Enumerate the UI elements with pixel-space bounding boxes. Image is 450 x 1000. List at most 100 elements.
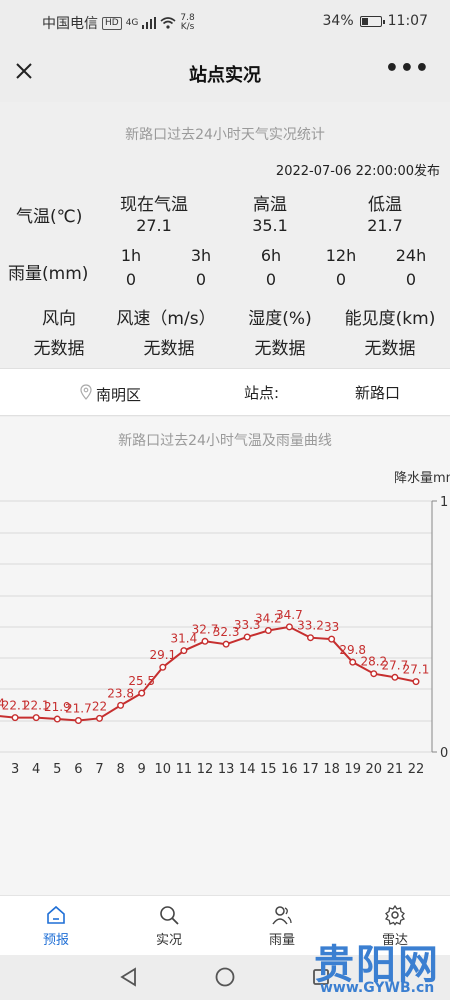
x-tick-label: 6	[74, 762, 82, 777]
users-icon	[272, 906, 292, 925]
rain-value-1h: 0	[125, 270, 137, 289]
temperature-data-label: 22.1	[2, 699, 29, 713]
temperature-data-label: 34.2	[255, 612, 282, 626]
tab-observation[interactable]: 实况	[139, 904, 199, 948]
x-tick-label: 18	[323, 762, 340, 777]
x-tick-label: 19	[344, 762, 361, 777]
temperature-data-label: 29.1	[149, 648, 176, 662]
temperature-data-label: 32.3	[213, 625, 240, 639]
temperature-data-label: 23.8	[107, 686, 134, 700]
temperature-point	[222, 640, 230, 648]
wifi-icon	[160, 17, 176, 29]
bottom-tab-bar: 预报 实况 雨量 雷达	[0, 895, 450, 955]
temp-value-low: 21.7	[367, 216, 403, 235]
temperature-point	[349, 658, 357, 666]
x-tick-label: 3	[11, 762, 19, 777]
recents-icon[interactable]	[310, 966, 332, 988]
temp-label: 气温(℃)	[16, 207, 83, 227]
temperature-point	[95, 714, 103, 722]
temperature-point	[138, 689, 146, 697]
x-tick-label: 14	[239, 762, 256, 777]
temperature-data-label: 22	[92, 699, 107, 713]
chart-canvas: 103 4 5 6 7 8 9 10 11 12 13 14 15 16 17 18 19 20 21 22422.1…	[0, 495, 448, 777]
x-tick-label: 22	[408, 762, 425, 777]
watermark-url: www.GYWB.cn	[320, 980, 435, 996]
x-tick-label: 15	[260, 762, 277, 777]
rain-value-24h: 0	[405, 270, 417, 289]
battery-icon	[359, 15, 385, 27]
nav-bar: 站点实况 •••	[0, 44, 450, 102]
temperature-point	[74, 717, 82, 725]
temperature-point	[180, 647, 188, 655]
temp-header-high: 高温	[253, 195, 287, 215]
rain-header-24h: 24h	[395, 246, 427, 265]
status-right: 34% 11:07	[323, 13, 428, 29]
search-icon	[160, 906, 179, 925]
back-icon[interactable]	[118, 966, 140, 988]
wind-direction-header: 风向	[42, 309, 76, 329]
rain-header-12h: 12h	[325, 246, 357, 265]
temperature-data-label: 28.2	[360, 655, 387, 669]
temperature-point	[201, 637, 209, 645]
stats-panel: 新路口过去24小时天气实况统计 2022-07-06 22:00:00发布 气温…	[0, 102, 450, 368]
hd-badge: HD	[102, 16, 122, 30]
temperature-data-label: 29.8	[339, 643, 366, 657]
carrier-name: 中国电信	[42, 16, 98, 32]
temperature-point	[243, 633, 251, 641]
site-watermark-logo: 贵阳网 www.GYWB.cn	[300, 932, 450, 1000]
rain-axis-tick-label: 0	[440, 746, 448, 761]
publish-time: 2022-07-06 22:00:00发布	[275, 164, 440, 179]
station-label: 站点:	[244, 384, 280, 402]
stats-title: 新路口过去24小时天气实况统计	[125, 127, 325, 143]
status-bar: 中国电信 HD 4G 7.8 K/s 34% 11:07	[0, 0, 450, 44]
close-icon[interactable]	[12, 59, 36, 83]
station-select[interactable]: 新路口	[355, 384, 401, 402]
rain-header-1h: 1h	[120, 246, 142, 265]
rain-header-3h: 3h	[190, 246, 212, 265]
tab-observation-label: 实况	[155, 933, 182, 948]
network-type: 4G	[125, 18, 139, 28]
rain-label: 雨量(mm)	[8, 264, 89, 284]
home-circle-icon[interactable]	[214, 966, 236, 988]
tab-radar-label: 雷达	[381, 933, 408, 948]
tab-forecast[interactable]: 预报	[26, 904, 86, 948]
location-pin-icon	[80, 384, 92, 400]
temperature-data-label: 25.5	[128, 674, 155, 688]
station-selector: 南明区 站点: 新路口	[0, 368, 450, 416]
network-speed: 7.8 K/s	[180, 13, 195, 32]
temperature-point	[307, 634, 315, 642]
temperature-point	[32, 714, 40, 722]
temperature-data-label: 27.1	[403, 663, 430, 677]
battery-percent: 34%	[322, 13, 354, 29]
visibility-header: 能见度(km)	[344, 309, 436, 329]
temperature-data-label: 4	[0, 696, 5, 710]
temperature-data-label: 33	[324, 620, 339, 634]
temperature-point	[11, 714, 19, 722]
more-menu-icon[interactable]: •••	[384, 56, 430, 81]
rain-header-6h: 6h	[260, 246, 282, 265]
x-tick-label: 4	[32, 762, 40, 777]
tab-radar[interactable]: 雷达	[365, 904, 425, 948]
clock: 11:07	[387, 13, 428, 29]
x-tick-label: 11	[176, 762, 193, 777]
system-nav-bar	[0, 955, 450, 1000]
x-tick-label: 5	[53, 762, 61, 777]
temperature-rain-chart: 新路口过去24小时气温及雨量曲线 降水量mm 10345678910111213…	[0, 417, 450, 895]
wind-direction-value: 无数据	[33, 339, 85, 359]
temp-header-low: 低温	[368, 195, 402, 215]
temp-value-now: 27.1	[136, 216, 172, 235]
x-tick-label: 10	[155, 762, 172, 777]
x-tick-label: 12	[197, 762, 214, 777]
district-select[interactable]: 南明区	[96, 386, 142, 404]
x-tick-label: 9	[138, 762, 146, 777]
tab-rainfall-label: 雨量	[268, 933, 295, 948]
watermark-text: 贵阳网	[314, 942, 440, 988]
tab-forecast-label: 预报	[42, 933, 69, 948]
temperature-point	[159, 663, 167, 671]
rain-value-6h: 0	[265, 270, 277, 289]
x-tick-label: 13	[218, 762, 235, 777]
temperature-data-label: 32.7	[192, 622, 219, 636]
humidity-value: 无数据	[254, 339, 306, 359]
tab-rainfall[interactable]: 雨量	[252, 904, 312, 948]
x-tick-label: 17	[302, 762, 319, 777]
